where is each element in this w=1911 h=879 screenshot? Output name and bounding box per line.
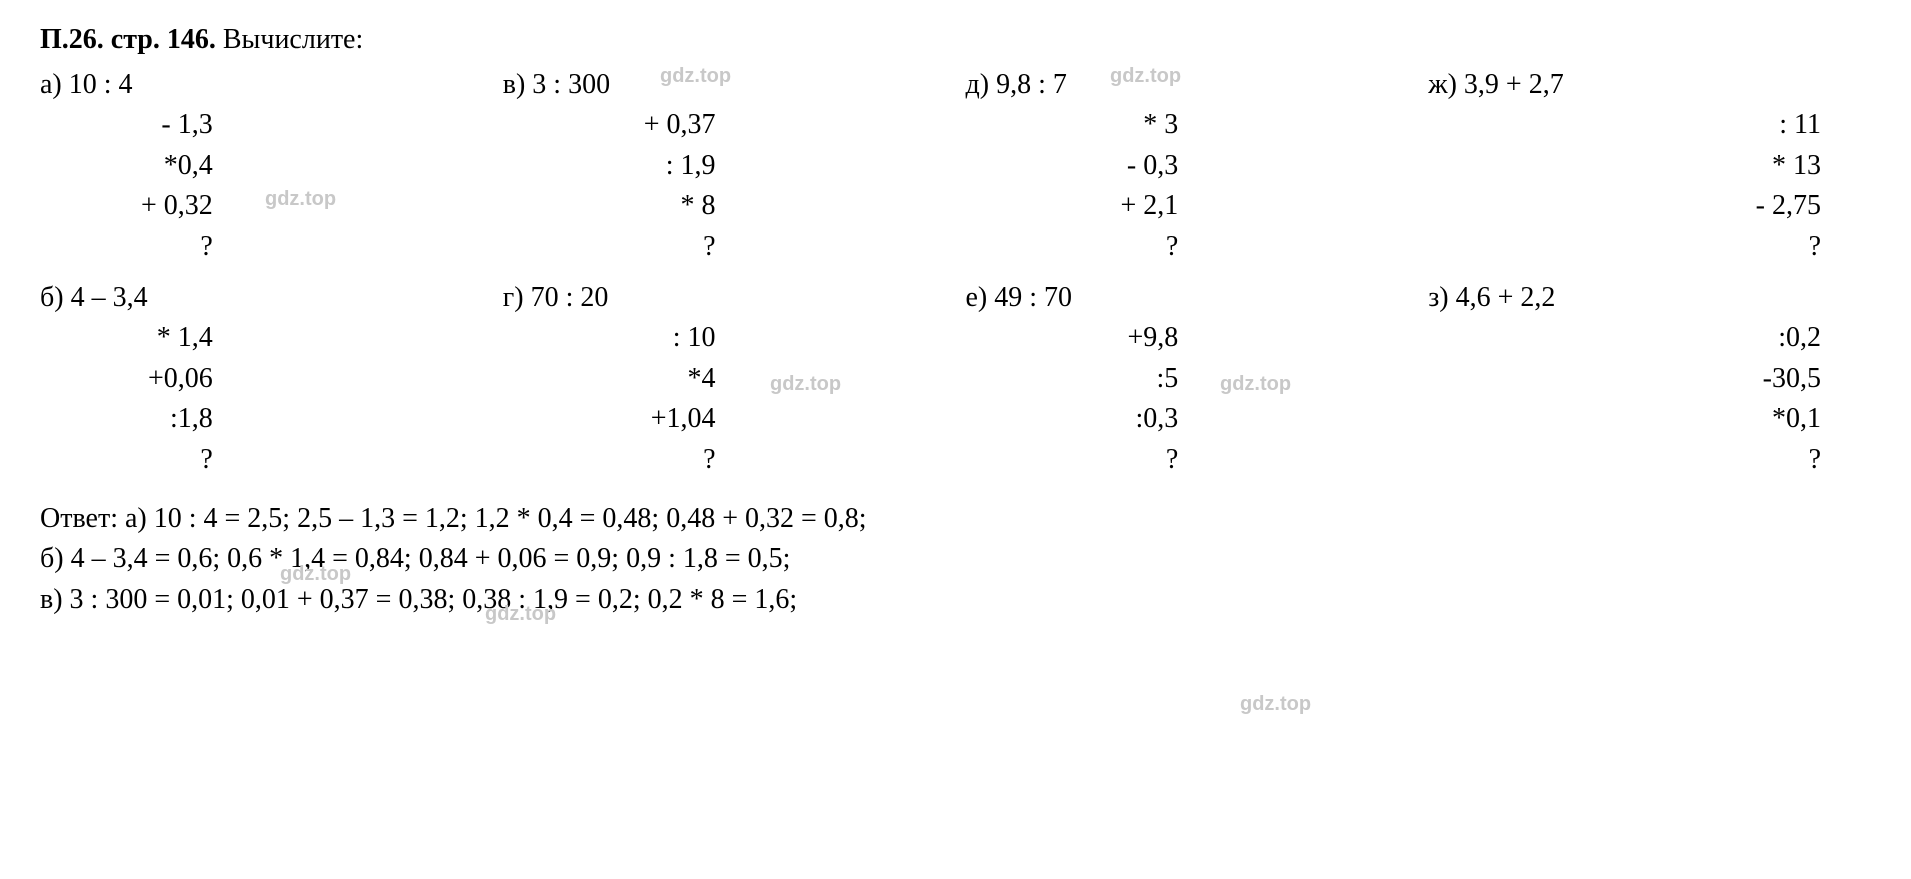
problem-step: ? (40, 227, 483, 268)
problem-step: - 2,75 (1428, 186, 1871, 227)
answer-line: б) 4 – 3,4 = 0,6; 0,6 * 1,4 = 0,84; 0,84… (40, 539, 1871, 580)
problem-step: ? (503, 227, 946, 268)
problem-first: 10 : 4 (69, 69, 133, 100)
problem-step: : 10 (503, 318, 946, 359)
problem-step: +1,04 (503, 399, 946, 440)
problem-b: б) 4 – 3,4 * 1,4 +0,06 :1,8 ? (40, 278, 483, 481)
problem-step: :5 (966, 359, 1409, 400)
problem-line: з) 4,6 + 2,2 (1428, 278, 1871, 319)
problem-letter: а) (40, 69, 62, 100)
problem-line: г) 70 : 20 (503, 278, 946, 319)
problem-step: ? (503, 440, 946, 481)
problem-step: * 8 (503, 186, 946, 227)
problem-step: +9,8 (966, 318, 1409, 359)
problem-first: 3 : 300 (532, 69, 610, 100)
problem-a: а) 10 : 4 - 1,3 *0,4 + 0,32 ? (40, 65, 483, 268)
problem-step: ? (1428, 227, 1871, 268)
problem-line: д) 9,8 : 7 (966, 65, 1409, 106)
problem-line: в) 3 : 300 (503, 65, 946, 106)
problem-letter: г) (503, 282, 524, 313)
problem-first: 3,9 + 2,7 (1464, 69, 1564, 100)
column-4: ж) 3,9 + 2,7 : 11 * 13 - 2,75 ? з) 4,6 +… (1428, 65, 1871, 491)
answer-label: Ответ (40, 503, 110, 534)
problem-step: ? (1428, 440, 1871, 481)
problem-step: *4 (503, 359, 946, 400)
problem-first: 4,6 + 2,2 (1456, 282, 1556, 313)
problem-step: + 2,1 (966, 186, 1409, 227)
problem-step: * 1,4 (40, 318, 483, 359)
problem-step: : 11 (1428, 105, 1871, 146)
task-header: П.26. стр. 146. Вычислите: (40, 20, 1871, 61)
problem-step: :0,3 (966, 399, 1409, 440)
problem-step: :1,8 (40, 399, 483, 440)
answer-line: Ответ: а) 10 : 4 = 2,5; 2,5 – 1,3 = 1,2;… (40, 499, 1871, 540)
column-1: а) 10 : 4 - 1,3 *0,4 + 0,32 ? б) 4 – 3,4… (40, 65, 483, 491)
problem-letter: з) (1428, 282, 1448, 313)
problem-letter: е) (966, 282, 988, 313)
problem-step: - 1,3 (40, 105, 483, 146)
answer-line: в) 3 : 300 = 0,01; 0,01 + 0,37 = 0,38; 0… (40, 580, 1871, 621)
task-prefix: П.26. стр. 146. (40, 24, 216, 55)
problem-step: ? (966, 227, 1409, 268)
problems-grid: а) 10 : 4 - 1,3 *0,4 + 0,32 ? б) 4 – 3,4… (40, 65, 1871, 491)
problem-g: г) 70 : 20 : 10 *4 +1,04 ? (503, 278, 946, 481)
problem-line: ж) 3,9 + 2,7 (1428, 65, 1871, 106)
problem-zh: ж) 3,9 + 2,7 : 11 * 13 - 2,75 ? (1428, 65, 1871, 268)
problem-first: 4 – 3,4 (71, 282, 148, 313)
problem-step: -30,5 (1428, 359, 1871, 400)
column-3: д) 9,8 : 7 * 3 - 0,3 + 2,1 ? е) 49 : 70 … (966, 65, 1409, 491)
problem-letter: в) (503, 69, 526, 100)
problem-step: * 13 (1428, 146, 1871, 187)
problem-step: *0,4 (40, 146, 483, 187)
answers-block: Ответ: а) 10 : 4 = 2,5; 2,5 – 1,3 = 1,2;… (40, 499, 1871, 621)
problem-step: ? (966, 440, 1409, 481)
problem-line: б) 4 – 3,4 (40, 278, 483, 319)
problem-step: * 3 (966, 105, 1409, 146)
problem-step: : 1,9 (503, 146, 946, 187)
problem-step: *0,1 (1428, 399, 1871, 440)
problem-step: ? (40, 440, 483, 481)
problem-letter: д) (966, 69, 990, 100)
problem-e: е) 49 : 70 +9,8 :5 :0,3 ? (966, 278, 1409, 481)
watermark: gdz.top (1240, 690, 1311, 719)
task-label: Вычислите: (216, 24, 363, 55)
problem-first: 49 : 70 (994, 282, 1072, 313)
problem-first: 70 : 20 (531, 282, 609, 313)
column-2: в) 3 : 300 + 0,37 : 1,9 * 8 ? г) 70 : 20… (503, 65, 946, 491)
answer-text: : а) 10 : 4 = 2,5; 2,5 – 1,3 = 1,2; 1,2 … (110, 503, 866, 534)
problem-letter: б) (40, 282, 64, 313)
problem-step: + 0,37 (503, 105, 946, 146)
problem-z: з) 4,6 + 2,2 :0,2 -30,5 *0,1 ? (1428, 278, 1871, 481)
problem-v: в) 3 : 300 + 0,37 : 1,9 * 8 ? (503, 65, 946, 268)
problem-line: е) 49 : 70 (966, 278, 1409, 319)
problem-step: + 0,32 (40, 186, 483, 227)
problem-step: :0,2 (1428, 318, 1871, 359)
problem-line: а) 10 : 4 (40, 65, 483, 106)
problem-step: +0,06 (40, 359, 483, 400)
problem-first: 9,8 : 7 (996, 69, 1067, 100)
problem-d: д) 9,8 : 7 * 3 - 0,3 + 2,1 ? (966, 65, 1409, 268)
problem-step: - 0,3 (966, 146, 1409, 187)
problem-letter: ж) (1428, 69, 1457, 100)
